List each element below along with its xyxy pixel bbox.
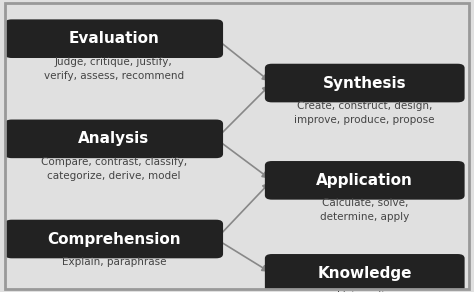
Text: Evaluation: Evaluation <box>68 31 159 46</box>
Text: Compare, contrast, classify,
categorize, derive, model: Compare, contrast, classify, categorize,… <box>41 157 187 181</box>
Text: List, recite: List, recite <box>337 291 392 292</box>
Text: Explain, paraphrase: Explain, paraphrase <box>62 257 166 267</box>
FancyBboxPatch shape <box>265 254 465 292</box>
Text: Comprehension: Comprehension <box>47 232 181 246</box>
Text: Judge, critique, justify,
verify, assess, recommend: Judge, critique, justify, verify, assess… <box>44 57 184 81</box>
Text: Calculate, solve,
determine, apply: Calculate, solve, determine, apply <box>320 198 410 222</box>
FancyBboxPatch shape <box>5 119 223 158</box>
FancyBboxPatch shape <box>5 19 223 58</box>
Text: Knowledge: Knowledge <box>318 266 412 281</box>
Text: Analysis: Analysis <box>78 131 149 146</box>
Text: Create, construct, design,
improve, produce, propose: Create, construct, design, improve, prod… <box>294 101 435 125</box>
Text: Application: Application <box>316 173 413 188</box>
FancyBboxPatch shape <box>265 64 465 102</box>
Text: Synthesis: Synthesis <box>323 76 407 91</box>
FancyBboxPatch shape <box>5 220 223 258</box>
FancyBboxPatch shape <box>265 161 465 200</box>
